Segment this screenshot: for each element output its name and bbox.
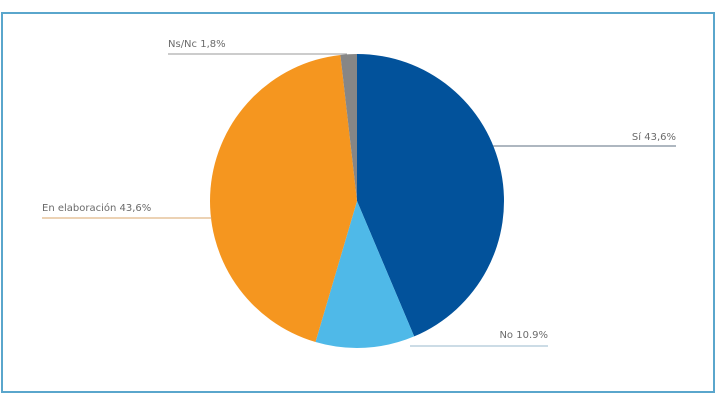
label-ns-nc: Ns/Nc 1,8% [168,39,226,50]
slice-en-elaboracion [210,54,357,343]
slice-no [315,201,415,348]
label-no: No 10.9% [499,330,548,341]
slice-ns-nc [340,54,357,201]
slice-labels: Sí 43,6% No 10.9% En elaboración 43,6% N… [42,39,676,341]
slice-si [357,54,504,337]
label-si: Sí 43,6% [632,131,676,143]
label-en-elaboracion: En elaboración 43,6% [42,202,151,214]
leader-lines [42,53,676,347]
pie-slices [210,54,504,348]
